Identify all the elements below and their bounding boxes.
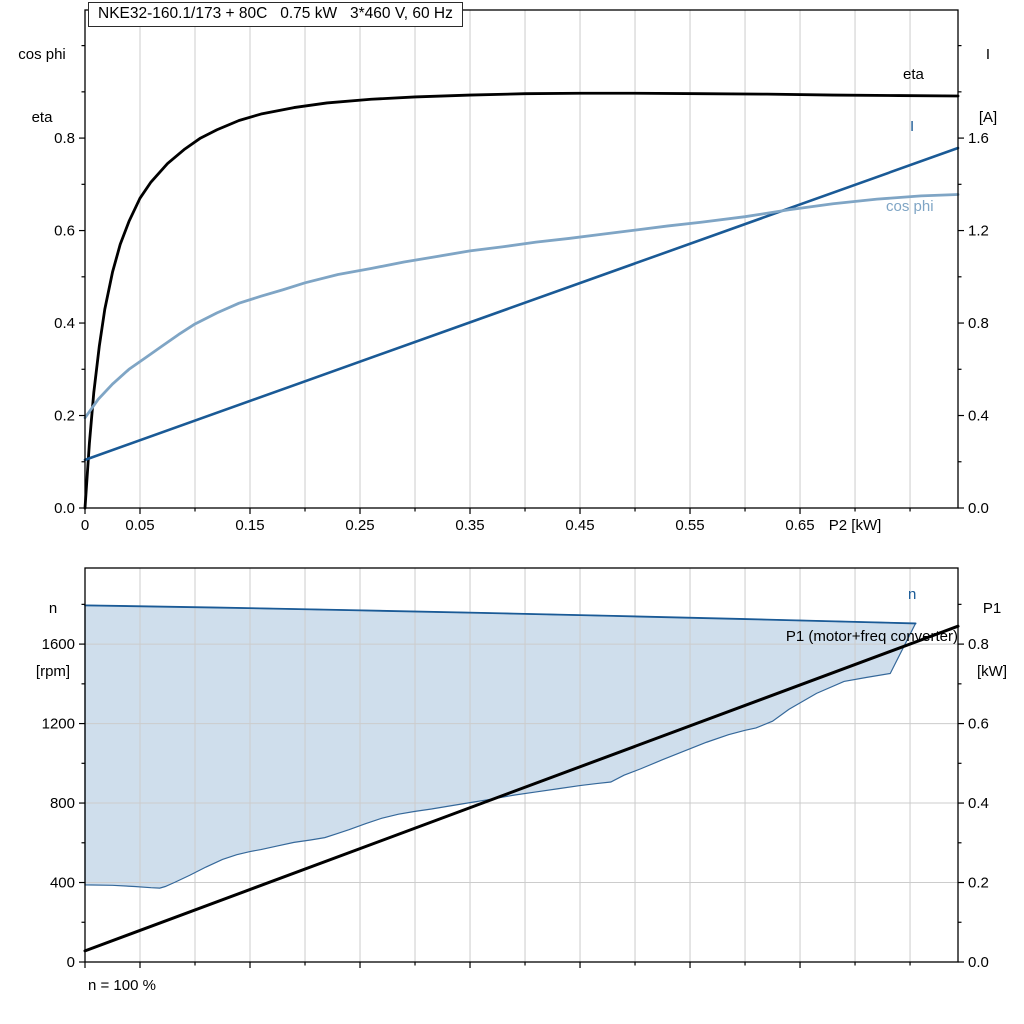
current-curve-label: I [910, 118, 915, 135]
lower-left-axis-label: n [rpm] [22, 556, 84, 703]
cosphi-curve-label: cos phi [886, 198, 934, 215]
svg-text:0.8: 0.8 [968, 636, 989, 653]
lower-performance-chart: 0 400 800 1200 1600 0.0 0.2 0.4 0.6 0.8 [42, 567, 989, 971]
svg-text:1200: 1200 [42, 716, 75, 733]
svg-text:0.0: 0.0 [968, 954, 989, 971]
svg-text:0.4: 0.4 [968, 408, 989, 425]
svg-text:0.2: 0.2 [54, 408, 75, 425]
speed-footnote: n = 100 % [88, 977, 156, 994]
upper-performance-chart: 0 0.05 0.15 0.25 0.35 0.45 0.55 0.65 P2 [kW] 0.0 0… [54, 9, 989, 534]
svg-text:0.55: 0.55 [675, 517, 704, 534]
svg-text:P2 [kW]: P2 [kW] [829, 517, 882, 534]
lower-right-axis-label: P1 [kW] [964, 556, 1020, 703]
svg-text:0.8: 0.8 [54, 130, 75, 147]
svg-text:0.45: 0.45 [565, 517, 594, 534]
svg-text:0.0: 0.0 [54, 500, 75, 517]
svg-text:400: 400 [50, 875, 75, 892]
svg-text:0.6: 0.6 [54, 223, 75, 240]
svg-text:0.4: 0.4 [968, 795, 989, 812]
svg-text:0.15: 0.15 [235, 517, 264, 534]
left-axis-label-n: n [48, 600, 58, 617]
svg-text:0.2: 0.2 [968, 875, 989, 892]
right-axis-label-p1: P1 [982, 600, 1002, 617]
right-axis-label-amp: [A] [978, 109, 998, 126]
chart-title: NKE32-160.1/173 + 80C 0.75 kW 3*460 V, 6… [88, 2, 463, 27]
svg-text:0: 0 [81, 517, 89, 534]
svg-text:0.4: 0.4 [54, 315, 75, 332]
right-axis-label-i: I [985, 46, 991, 63]
svg-text:0.8: 0.8 [968, 315, 989, 332]
upper-left-axis-label: cos phi eta [4, 2, 80, 149]
left-axis-label-eta: eta [31, 109, 53, 126]
svg-text:0.25: 0.25 [345, 517, 374, 534]
svg-text:1.2: 1.2 [968, 223, 989, 240]
p1-curve-label: P1 (motor+freq converter) [785, 628, 958, 645]
left-axis-label-rpm: [rpm] [35, 663, 71, 680]
eta-curve-label: eta [903, 66, 924, 83]
svg-text:0: 0 [67, 954, 75, 971]
svg-text:0.05: 0.05 [125, 517, 154, 534]
svg-text:800: 800 [50, 795, 75, 812]
n-curve-label: n [908, 586, 917, 603]
svg-text:0.0: 0.0 [968, 500, 989, 517]
upper-right-axis-label: I [A] [962, 2, 1014, 149]
svg-text:1600: 1600 [42, 636, 75, 653]
right-axis-label-kw: [kW] [977, 663, 1007, 680]
svg-text:0.65: 0.65 [785, 517, 814, 534]
svg-text:1.6: 1.6 [968, 130, 989, 147]
left-axis-label-cosphi: cos phi [18, 46, 66, 63]
svg-text:0.35: 0.35 [455, 517, 484, 534]
svg-text:0.6: 0.6 [968, 716, 989, 733]
